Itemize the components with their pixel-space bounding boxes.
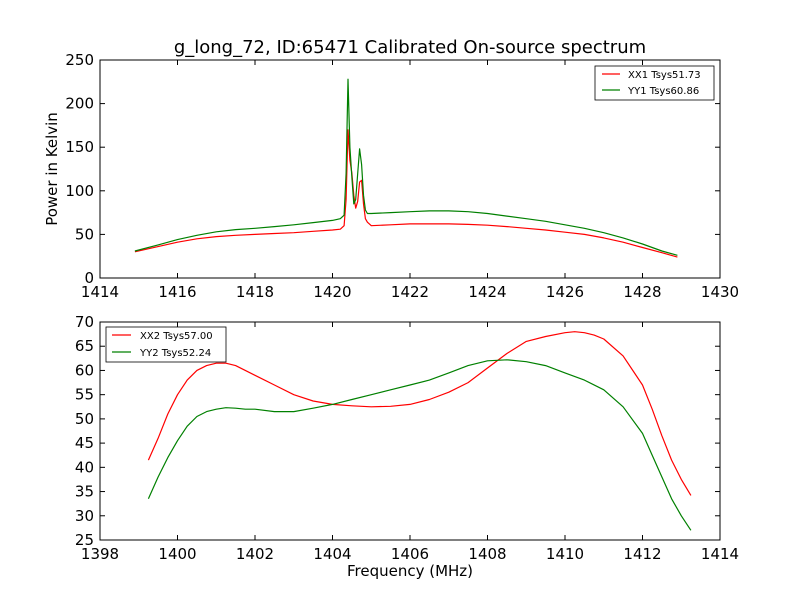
bottom-legend: XX2 Tsys57.00 YY2 Tsys52.24: [105, 326, 227, 363]
bottom-series: [147, 331, 692, 531]
bottom-x-tick-label: 1402: [236, 545, 274, 563]
bottom-x-tick-label: 1404: [313, 545, 351, 563]
bottom-x-tick-label: 1400: [158, 545, 196, 563]
top-ticks: 1414 1416 1418 1420 1422 1424 1426 1428 1430 0 50 1…: [65, 51, 739, 301]
bottom-legend-label-xx2: XX2 Tsys57.00: [140, 331, 213, 342]
top-x-tick-label: 1414: [81, 283, 119, 301]
top-legend-box: [594, 65, 715, 101]
bottom-spectrum-panel: 1398 1400 1402 1404 1406 1408 1410 1412 1414 25 30…: [75, 313, 739, 563]
bottom-y-tick-label: 45: [75, 434, 94, 452]
figure-title: g_long_72, ID:65471 Calibrated On-source…: [174, 37, 646, 58]
bottom-y-tick-label: 35: [75, 483, 94, 501]
bottom-x-tick-label: 1414: [701, 545, 739, 563]
top-y-tick-label: 200: [65, 95, 94, 113]
bottom-legend-box: [105, 326, 227, 363]
bottom-y-tick-label: 55: [75, 386, 94, 404]
top-x-tick-label: 1430: [701, 283, 739, 301]
top-x-tick-label: 1424: [468, 283, 506, 301]
top-x-tick-label: 1418: [236, 283, 274, 301]
top-legend: XX1 Tsys51.73 YY1 Tsys60.86: [594, 65, 715, 101]
top-x-tick-label: 1426: [546, 283, 584, 301]
bottom-x-tick-label: 1398: [81, 545, 119, 563]
bottom-x-tick-label: 1410: [546, 545, 584, 563]
bottom-y-tick-label: 70: [75, 313, 94, 331]
bottom-x-tick-label: 1406: [391, 545, 429, 563]
top-spectrum-panel: 1414 1416 1418 1420 1422 1424 1426 1428 1430 0 50 1…: [43, 51, 739, 301]
bottom-x-tick-label: 1412: [623, 545, 661, 563]
bottom-legend-label-yy2: YY2 Tsys52.24: [139, 348, 211, 359]
top-y-tick-label: 50: [75, 225, 94, 243]
top-y-tick-label: 100: [65, 182, 94, 200]
top-y-tick-label: 250: [65, 51, 94, 69]
top-x-tick-label: 1422: [391, 283, 429, 301]
top-series-line-xx: [134, 129, 678, 258]
top-x-tick-label: 1420: [313, 283, 351, 301]
top-series-line-yy: [134, 78, 678, 256]
bottom-series-line-yy: [147, 359, 692, 531]
top-y-tick-label: 0: [84, 269, 94, 287]
bottom-y-tick-label: 25: [75, 531, 94, 549]
bottom-ticks: 1398 1400 1402 1404 1406 1408 1410 1412 1414 25 30…: [75, 313, 739, 563]
bottom-x-tick-label: 1408: [468, 545, 506, 563]
top-legend-label-xx1: XX1 Tsys51.73: [628, 70, 701, 81]
x-axis-label: Frequency (MHz): [347, 562, 473, 580]
bottom-y-tick-label: 40: [75, 458, 94, 476]
top-y-tick-label: 150: [65, 138, 94, 156]
bottom-y-tick-label: 30: [75, 507, 94, 525]
bottom-series-line-xx: [147, 331, 692, 496]
top-x-tick-label: 1416: [158, 283, 196, 301]
bottom-y-tick-label: 65: [75, 337, 94, 355]
bottom-y-tick-label: 50: [75, 410, 94, 428]
top-y-axis-label: Power in Kelvin: [43, 112, 61, 226]
top-series: [134, 78, 678, 258]
bottom-y-tick-label: 60: [75, 361, 94, 379]
top-x-tick-label: 1428: [623, 283, 661, 301]
top-legend-label-yy1: YY1 Tsys60.86: [627, 86, 699, 97]
